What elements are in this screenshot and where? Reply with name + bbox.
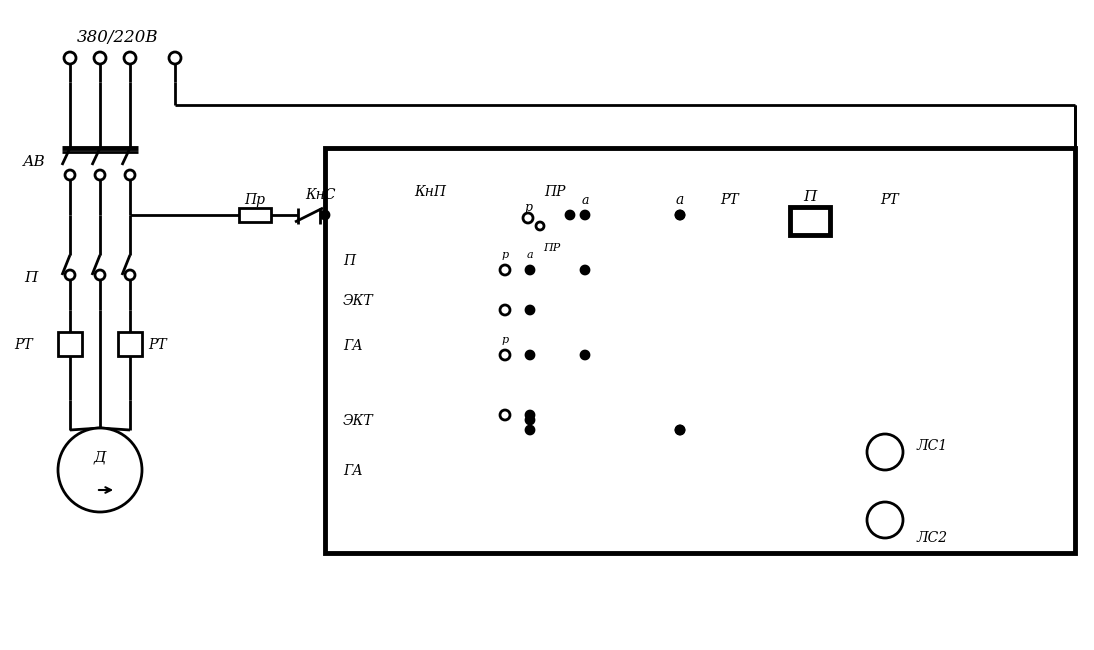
Bar: [58, 332, 82, 356]
Circle shape: [526, 266, 534, 274]
Text: П: П: [24, 271, 37, 285]
Text: КнП: КнП: [414, 185, 446, 199]
Circle shape: [868, 434, 903, 470]
Text: а: а: [526, 250, 533, 260]
Text: ГА: ГА: [344, 339, 363, 353]
Circle shape: [581, 211, 589, 219]
Circle shape: [500, 350, 510, 360]
Circle shape: [676, 211, 684, 219]
Circle shape: [676, 211, 684, 219]
Text: АВ: АВ: [23, 155, 46, 169]
Text: ПР: ПР: [544, 185, 566, 199]
Bar: [790, 207, 830, 235]
Text: р: р: [501, 250, 509, 260]
Text: ПР: ПР: [544, 243, 560, 253]
Text: ЛС1: ЛС1: [917, 439, 948, 453]
Text: П: П: [803, 190, 816, 204]
Circle shape: [526, 416, 534, 424]
Text: ГА: ГА: [344, 464, 363, 478]
Circle shape: [676, 426, 684, 434]
Circle shape: [125, 270, 135, 280]
Circle shape: [124, 52, 136, 64]
Circle shape: [526, 306, 534, 314]
Circle shape: [321, 211, 329, 219]
Circle shape: [868, 502, 903, 538]
Text: П: П: [344, 254, 356, 268]
Circle shape: [536, 222, 544, 230]
Circle shape: [94, 52, 106, 64]
Text: Д: Д: [94, 451, 106, 465]
Text: КнС: КнС: [305, 188, 335, 202]
Text: Пр: Пр: [244, 193, 266, 207]
Text: а: а: [676, 193, 684, 207]
Circle shape: [65, 270, 75, 280]
Text: 380/220В: 380/220В: [78, 29, 159, 47]
Circle shape: [523, 213, 533, 223]
Circle shape: [566, 211, 574, 219]
Circle shape: [500, 305, 510, 315]
Circle shape: [500, 410, 510, 420]
Circle shape: [500, 265, 510, 275]
Circle shape: [65, 170, 75, 180]
Bar: [118, 332, 142, 356]
Circle shape: [58, 428, 142, 512]
Text: ЭКТ: ЭКТ: [344, 414, 374, 428]
Circle shape: [526, 411, 534, 419]
Circle shape: [65, 52, 75, 64]
Text: РТ: РТ: [721, 193, 740, 207]
Circle shape: [581, 351, 589, 359]
Circle shape: [95, 270, 105, 280]
Text: РТ: РТ: [14, 338, 33, 352]
Text: р: р: [524, 202, 532, 214]
Text: р: р: [501, 335, 509, 345]
Text: ЛС2: ЛС2: [917, 531, 948, 545]
Text: РТ: РТ: [881, 193, 899, 207]
Circle shape: [168, 52, 181, 64]
Circle shape: [526, 426, 534, 434]
Circle shape: [125, 170, 135, 180]
Bar: [238, 208, 271, 222]
Circle shape: [676, 426, 684, 434]
Text: РТ: РТ: [148, 338, 166, 352]
Text: а: а: [581, 194, 589, 207]
Circle shape: [95, 170, 105, 180]
Text: ЭКТ: ЭКТ: [344, 294, 374, 308]
Circle shape: [526, 351, 534, 359]
Bar: [325, 148, 1075, 553]
Circle shape: [581, 266, 589, 274]
